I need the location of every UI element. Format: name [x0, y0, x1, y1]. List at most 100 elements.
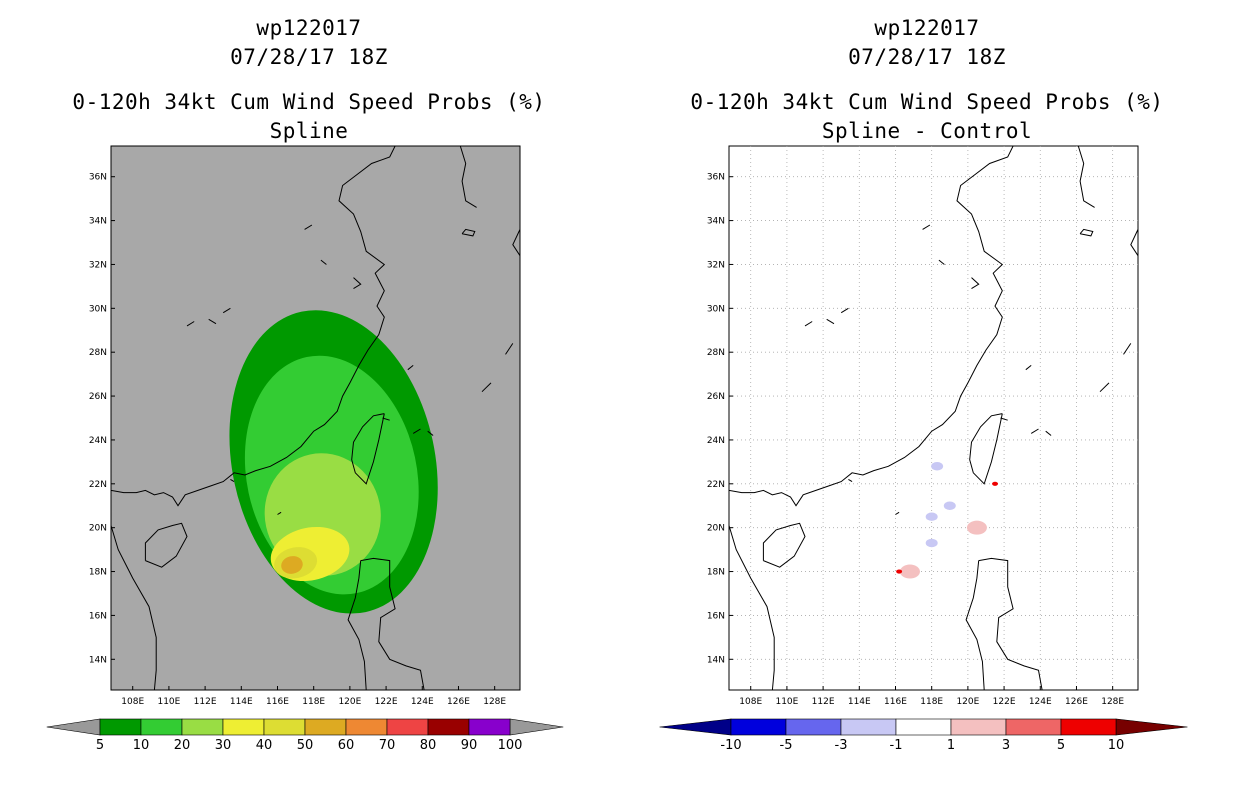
- right-island: [938, 259, 945, 265]
- right-lat-tick-label: 24N: [707, 436, 725, 446]
- right-colorbar-label: -5: [780, 738, 793, 753]
- diff-region: [899, 564, 920, 579]
- right-lon-tick-label: 116E: [884, 697, 907, 707]
- left-coastline-taiwan: [351, 413, 385, 485]
- right-map-frame: [728, 145, 1139, 691]
- right-coastline-luzon: [965, 557, 1043, 690]
- left-colorbar-label: 30: [215, 738, 232, 753]
- left-lon-tick-label: 126E: [447, 697, 470, 707]
- left-island: [481, 382, 492, 393]
- right-lat-tick-label: 28N: [707, 348, 725, 358]
- left-colorbar-swatch: [222, 718, 265, 736]
- left-lon-tick-label: 124E: [411, 697, 434, 707]
- left-lat-tick-label: 26N: [89, 392, 107, 402]
- right-chart-subtitle: Spline - Control: [821, 119, 1033, 143]
- right-colorbar-under: [659, 718, 732, 736]
- right-colorbar-label: 10: [1108, 738, 1125, 753]
- left-colorbar-label: 70: [379, 738, 396, 753]
- left-island: [186, 321, 195, 327]
- right-plot-area: [728, 145, 1139, 691]
- right-colorbar-swatch: [950, 718, 1007, 736]
- left-colorbar-label: 60: [338, 738, 355, 753]
- left-colorbar-label: 5: [96, 738, 104, 753]
- left-island: [230, 478, 235, 483]
- left-island: [407, 365, 414, 371]
- diff-region: [966, 520, 987, 535]
- left-storm-id: wp122017: [256, 16, 362, 40]
- left-lat-tick-label: 14N: [89, 655, 107, 665]
- right-lon-tick-label: 126E: [1065, 697, 1088, 707]
- left-coastline-mainland: [111, 146, 396, 507]
- left-colorbar-swatch: [263, 718, 306, 736]
- left-lon-tick-label: 116E: [266, 697, 289, 707]
- left-lon-tick-label: 128E: [483, 697, 506, 707]
- right-lon-tick-label: 124E: [1029, 697, 1052, 707]
- right-island: [1045, 430, 1052, 436]
- right-colorbar-label: -10: [720, 738, 741, 753]
- left-coastline-kyushu: [512, 229, 520, 256]
- right-island: [840, 307, 849, 314]
- right-island: [1123, 343, 1132, 355]
- diff-region: [925, 538, 938, 548]
- right-island: [971, 277, 980, 290]
- left-island: [304, 224, 313, 230]
- left-colorbar-label: 20: [174, 738, 191, 753]
- right-colorbar-swatch: [785, 718, 842, 736]
- left-island: [320, 259, 327, 265]
- left-panel: wp122017 07/28/17 18Z 0-120h 34kt Cum Wi…: [46, 16, 564, 753]
- right-colorbar-swatch: [840, 718, 897, 736]
- left-colorbar-swatch: [386, 718, 429, 736]
- right-coastline-vietnam: [729, 525, 775, 690]
- right-storm-id: wp122017: [874, 16, 980, 40]
- right-lat-tick-label: 32N: [707, 260, 725, 270]
- left-lon-tick-label: 108E: [121, 697, 144, 707]
- right-coastline-mainland: [729, 146, 1014, 507]
- left-island: [412, 428, 421, 434]
- left-coastline-hainan: [144, 522, 188, 568]
- diff-region: [925, 512, 938, 521]
- left-chart-title: 0-120h 34kt Cum Wind Speed Probs (%): [72, 90, 546, 114]
- left-lat-tick-label: 18N: [89, 568, 107, 578]
- left-colorbar-swatch: [140, 718, 183, 736]
- left-colorbar-under: [46, 718, 101, 736]
- right-coastline-korea: [1077, 146, 1095, 208]
- left-lon-tick-label: 122E: [375, 697, 398, 707]
- diff-region: [931, 462, 944, 471]
- right-colorbar-label: -3: [835, 738, 848, 753]
- left-colorbar-over: [509, 718, 564, 736]
- right-coastline-jeju: [1079, 228, 1094, 237]
- left-island: [208, 318, 217, 325]
- diff-region: [992, 481, 999, 486]
- left-lat-tick-label: 22N: [89, 480, 107, 490]
- left-island: [277, 511, 282, 515]
- left-coastline-korea: [459, 146, 477, 208]
- right-lon-tick-label: 110E: [775, 697, 798, 707]
- left-coastline-vietnam: [111, 525, 157, 690]
- right-lat-tick-label: 16N: [707, 611, 725, 621]
- right-coastline-taiwan: [969, 413, 1003, 485]
- right-island: [1000, 417, 1008, 421]
- left-lat-tick-label: 36N: [89, 173, 107, 183]
- left-colorbar-label: 10: [133, 738, 150, 753]
- right-island: [848, 478, 853, 483]
- right-datetime: 07/28/17 18Z: [848, 45, 1006, 69]
- left-coastline-luzon: [347, 557, 425, 690]
- right-island: [804, 321, 813, 327]
- left-colorbar-label: 50: [297, 738, 314, 753]
- right-island: [1025, 365, 1032, 371]
- right-colorbar-swatch: [730, 718, 787, 736]
- right-island: [1030, 428, 1039, 434]
- right-island: [922, 224, 931, 230]
- right-map: 108E 110E 112E 114E 116E 118E 120E 122E 124E 126E…: [659, 145, 1188, 753]
- diff-region: [896, 569, 903, 574]
- right-island: [826, 318, 835, 325]
- right-colorbar: -10 -5 -3 -1 1 3 5 10: [659, 718, 1188, 753]
- left-colorbar-swatch: [304, 718, 347, 736]
- left-lon-tick-label: 114E: [230, 697, 253, 707]
- right-lat-tick-label: 20N: [707, 524, 725, 534]
- right-coastline-hainan: [762, 522, 806, 568]
- right-island: [895, 511, 900, 515]
- left-colorbar: 5 10 20 30 40 50 60 70 80 90 100: [46, 718, 564, 753]
- right-lon-tick-label: 122E: [993, 697, 1016, 707]
- left-island: [427, 430, 434, 436]
